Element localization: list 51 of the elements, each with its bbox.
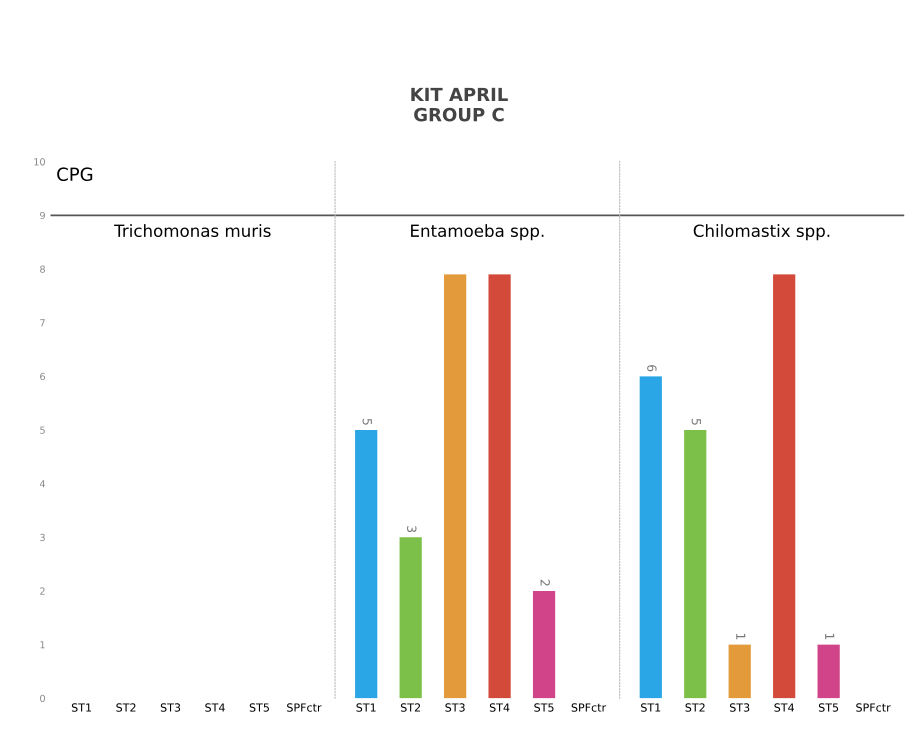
bar [355, 430, 378, 698]
text: Entamoeba spp. [411, 224, 544, 240]
data-label: 2 [540, 580, 550, 586]
bar [532, 590, 556, 698]
data-label: 5 [362, 418, 372, 425]
bar [640, 376, 662, 698]
y-tick-label: 1 [40, 641, 45, 648]
x-tick-label: ST1 [72, 703, 92, 712]
y-tick-label: 5 [40, 426, 45, 434]
x-tick-label: ST2 [116, 703, 136, 712]
bar [488, 274, 511, 698]
y-tick-label: 4 [40, 480, 46, 488]
data-label: 3 [407, 526, 416, 532]
bar [444, 274, 466, 698]
y-tick-label: 0 [40, 694, 45, 702]
y-tick-label: 8 [40, 265, 45, 273]
x-tick-label: ST5 [818, 703, 838, 712]
x-tick-label: ST1 [641, 703, 660, 712]
x-tick-label: ST3 [160, 703, 180, 712]
bar [728, 644, 751, 698]
x-tick-label: SPFctr [856, 703, 891, 712]
y-tick-label: 9 [40, 212, 45, 220]
x-tick-label: ST4 [490, 703, 510, 712]
text: Trichomonas muris [114, 224, 271, 238]
bar [684, 430, 706, 698]
text: Chilomastix spp. [694, 224, 830, 240]
x-tick-label: ST4 [774, 703, 794, 712]
data-label: 6 [647, 365, 657, 372]
bar [773, 274, 796, 698]
data-label: 1 [736, 634, 746, 640]
x-tick-label: ST5 [534, 703, 554, 712]
x-tick-label: ST2 [686, 703, 705, 712]
y-tick-label: 7 [40, 319, 45, 326]
y-tick-label: 3 [40, 534, 45, 542]
y-axis-title: CPG [57, 167, 92, 182]
x-tick-label: ST2 [400, 703, 420, 712]
x-tick-label: SPFctr [572, 703, 606, 712]
bar [400, 537, 422, 698]
data-label: 5 [692, 418, 701, 425]
y-tick-label: 2 [40, 587, 45, 595]
x-tick-label: ST3 [730, 703, 750, 712]
y-tick-label: 6 [40, 372, 46, 380]
x-tick-label: ST5 [250, 703, 269, 712]
x-tick-label: SPFctr [287, 703, 322, 712]
bar [818, 644, 840, 698]
y-tick-label: 10 [34, 158, 45, 166]
data-label: 1 [825, 634, 834, 640]
x-tick-label: ST1 [356, 703, 376, 712]
x-tick-label: ST3 [445, 703, 465, 712]
x-tick-label: ST4 [205, 703, 225, 712]
text: KIT APRIL GROUP C [411, 88, 508, 122]
